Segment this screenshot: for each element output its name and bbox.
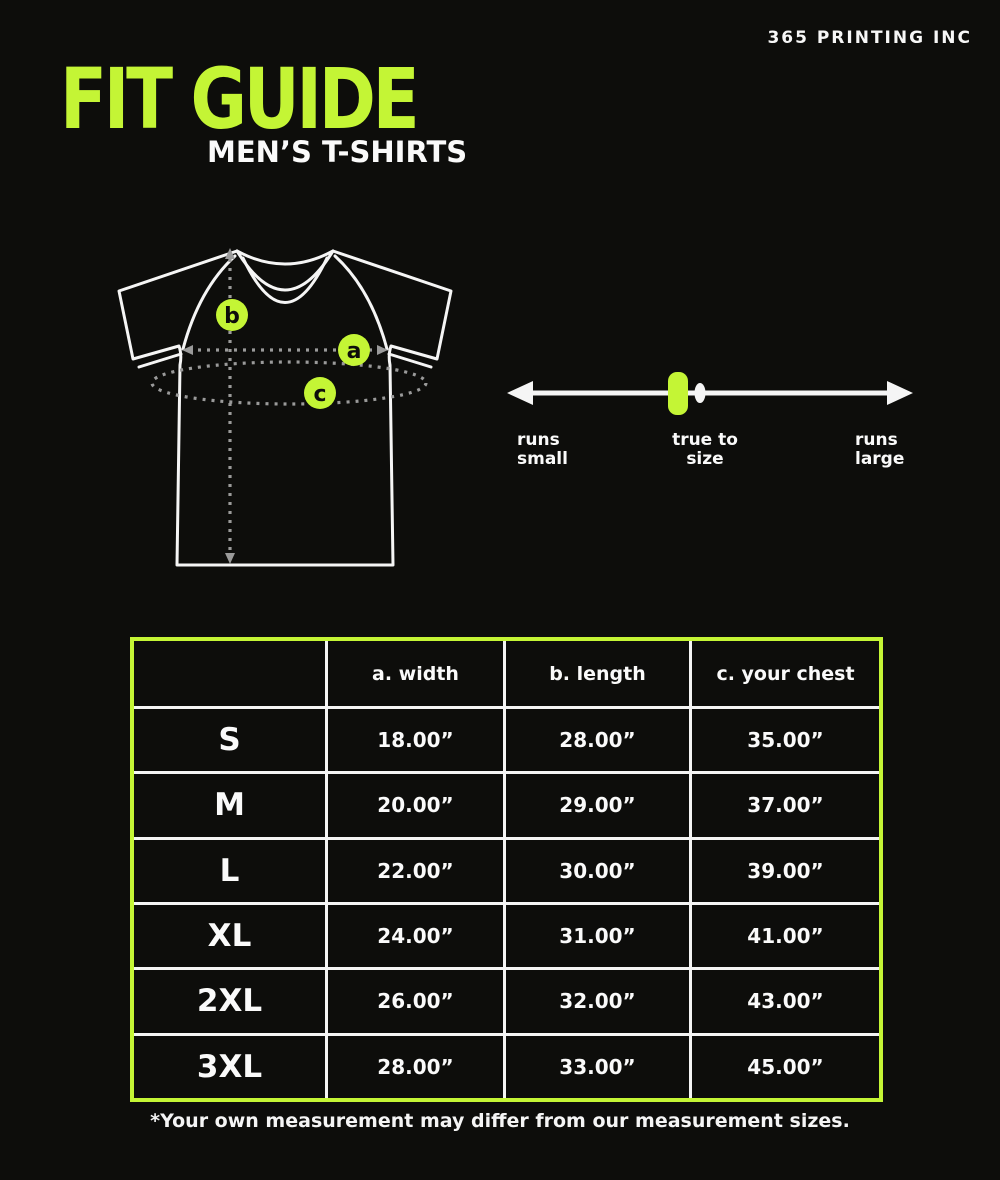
marker-b-label: b [224, 304, 240, 329]
cell-width: 24.00” [328, 904, 503, 968]
cell-width: 20.00” [328, 774, 503, 837]
fit-scale: runs small true to size runs large [505, 335, 915, 475]
length-arrow-down [225, 553, 235, 564]
scale-label-runs-small: runs small [517, 430, 568, 470]
cell-length: 31.00” [506, 904, 689, 968]
size-table: a. width b. length c. your chest S 18.00… [130, 637, 883, 1102]
cell-length: 29.00” [506, 774, 689, 837]
tshirt-outline [117, 249, 453, 567]
measurement-disclaimer: *Your own measurement may differ from ou… [150, 1110, 850, 1132]
col-header-width: a. width [328, 641, 503, 706]
cell-chest: 41.00” [692, 904, 879, 968]
row-size-label: S [134, 709, 325, 772]
cell-width: 28.00” [328, 1035, 503, 1098]
marker-c-label: c [313, 382, 326, 407]
fit-scale-graphic [507, 372, 913, 415]
scale-marker-dot [694, 383, 706, 403]
scale-label-true-to-size: true to size [672, 430, 738, 470]
cell-chest: 39.00” [692, 839, 879, 902]
cell-length: 33.00” [506, 1035, 689, 1098]
cell-length: 28.00” [506, 709, 689, 772]
cell-width: 26.00” [328, 970, 503, 1033]
tshirt-diagram: a b c [117, 248, 453, 567]
table-corner-cell [134, 641, 325, 706]
brand-text: 365 PRINTING INC [767, 28, 972, 48]
row-size-label: XL [134, 904, 325, 968]
col-header-chest: c. your chest [692, 641, 879, 706]
scale-label-runs-large: runs large [855, 430, 905, 470]
cell-chest: 37.00” [692, 774, 879, 837]
width-arrow-left [182, 345, 193, 355]
cell-width: 22.00” [328, 839, 503, 902]
page-subtitle: MEN’S T-SHIRTS [207, 135, 468, 169]
scale-marker-pill [668, 372, 688, 415]
marker-c-circle [304, 377, 336, 409]
chest-measure-ellipse [150, 360, 428, 406]
marker-a-label: a [347, 339, 362, 364]
length-arrow-up [225, 248, 235, 259]
cell-chest: 43.00” [692, 970, 879, 1033]
cell-chest: 35.00” [692, 709, 879, 772]
row-size-label: L [134, 839, 325, 902]
row-size-label: 3XL [134, 1035, 325, 1098]
cell-length: 30.00” [506, 839, 689, 902]
marker-a-circle [338, 334, 370, 366]
cell-chest: 45.00” [692, 1035, 879, 1098]
row-size-label: 2XL [134, 970, 325, 1033]
scale-arrow-right [887, 381, 913, 405]
marker-b-circle [216, 299, 248, 331]
width-arrow-right [377, 345, 388, 355]
page-title: FIT GUIDE [60, 50, 420, 148]
col-header-length: b. length [506, 641, 689, 706]
row-size-label: M [134, 774, 325, 837]
cell-width: 18.00” [328, 709, 503, 772]
cell-length: 32.00” [506, 970, 689, 1033]
scale-arrow-left [507, 381, 533, 405]
